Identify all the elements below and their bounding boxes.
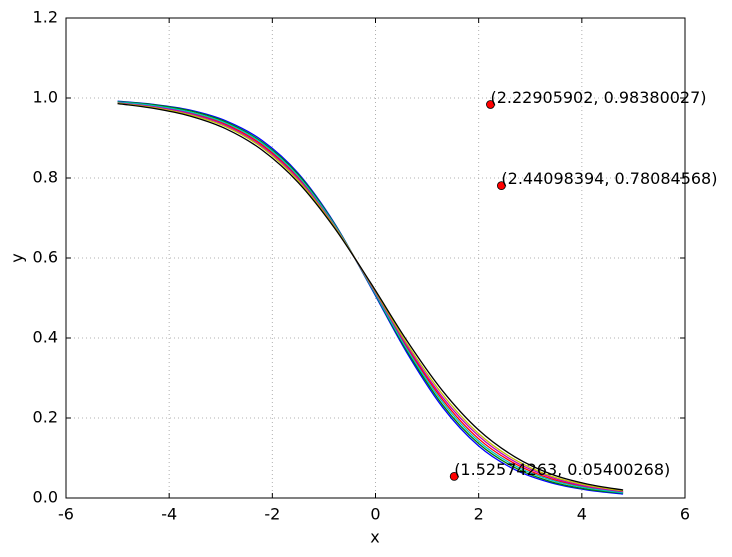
x-tick-label: -4 [161,505,177,524]
x-tick-label: -6 [58,505,74,524]
line [117,100,624,495]
x-tick-label: 2 [474,505,484,524]
x-tick-label: 0 [370,505,380,524]
line [117,101,624,494]
x-tick-label: -2 [264,505,280,524]
y-axis-label: y [8,253,27,262]
y-tick-label: 0.0 [33,488,58,507]
x-axis-label: x [370,528,379,547]
scatter-point [497,181,506,191]
scatter-point [449,471,459,481]
line [117,102,624,491]
y-tick-label: 0.8 [33,168,58,187]
x-tick-label: 4 [577,505,587,524]
y-tick-label: 0.4 [33,328,58,347]
annotation: (1.52574263, 0.05400268) [454,460,670,479]
y-tick-label: 1.0 [33,88,58,107]
plot-frame [65,17,686,499]
y-tick-label: 0.2 [33,408,58,427]
line [117,101,624,493]
x-tick-label: 6 [680,505,690,524]
annotation: (2.44098394, 0.78084568) [501,169,717,188]
annotation: (2.22905902, 0.98380027) [490,88,706,107]
y-tick-label: 1.2 [33,8,58,27]
line [117,102,624,492]
line [117,102,624,493]
scatter-point [486,100,495,109]
line [117,100,624,494]
y-tick-label: 0.6 [33,248,58,267]
